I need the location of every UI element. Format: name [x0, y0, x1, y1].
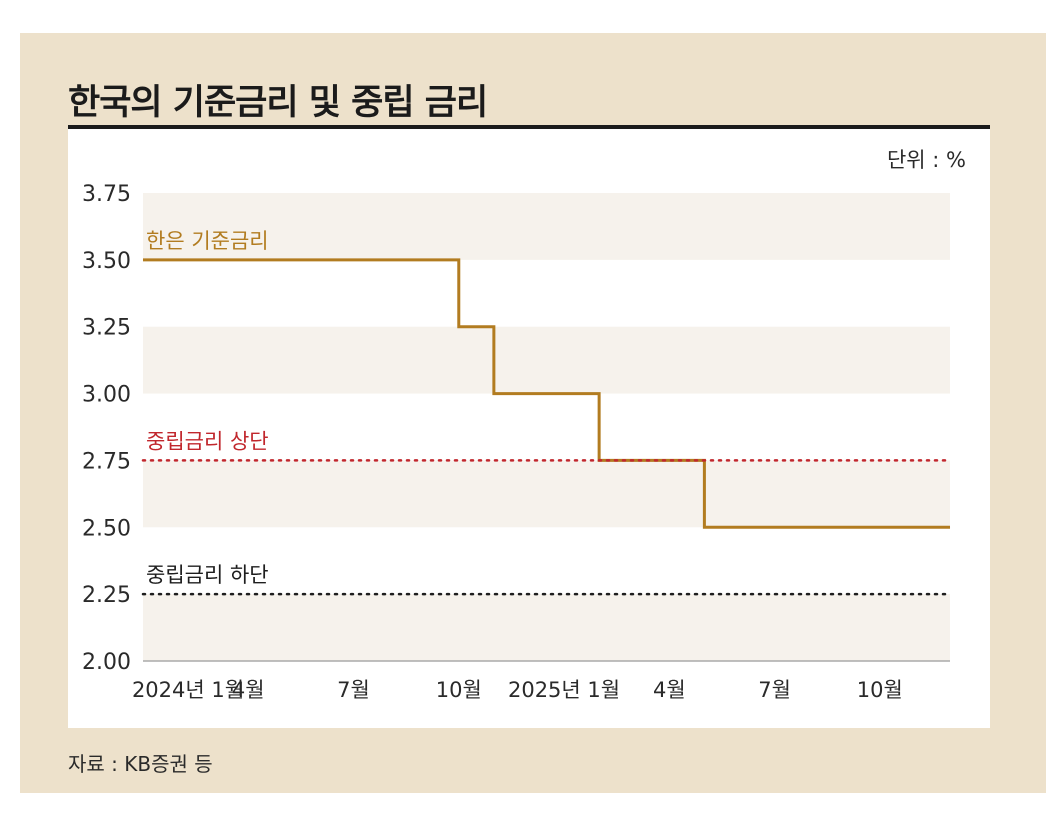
chart-title: 한국의 기준금리 및 중립 금리 — [68, 83, 488, 123]
title-rule — [68, 125, 990, 129]
x-tick-label: 7월 — [337, 678, 370, 702]
y-tick-label: 3.50 — [82, 249, 131, 274]
x-tick-label: 7월 — [758, 678, 791, 702]
series-line-policy-rate — [143, 258, 950, 529]
series-layer — [141, 258, 952, 596]
label-neutral-upper: 중립금리 상단 — [146, 429, 269, 453]
background-band — [143, 594, 950, 661]
y-tick-label: 2.00 — [82, 650, 131, 675]
background-band — [143, 193, 950, 260]
y-tick-label: 2.75 — [82, 449, 131, 474]
label-neutral-lower: 중립금리 하단 — [146, 563, 269, 587]
x-tick-label: 10월 — [436, 678, 482, 702]
y-tick-label: 2.50 — [82, 516, 131, 541]
y-axis: 3.75 3.50 3.25 3.00 2.75 2.50 2.25 2.00 — [82, 182, 131, 675]
x-tick-label: 10월 — [857, 678, 903, 702]
background-bands — [143, 193, 950, 661]
source-note: 자료 : KB증권 등 — [68, 752, 213, 776]
y-tick-label: 3.25 — [82, 316, 131, 341]
unit-label: 단위 : % — [886, 148, 966, 172]
background-band — [143, 460, 950, 528]
x-tick-label: 4월 — [232, 678, 265, 702]
background-band — [143, 326, 950, 394]
x-tick-label: 4월 — [653, 678, 686, 702]
x-tick-label: 2024년 1월 — [132, 678, 244, 702]
label-policy-rate: 한은 기준금리 — [146, 229, 269, 253]
y-tick-label: 3.75 — [82, 182, 131, 207]
y-tick-label: 2.25 — [82, 583, 131, 608]
x-tick-label: 2025년 1월 — [508, 678, 620, 702]
y-tick-label: 3.00 — [82, 383, 131, 408]
